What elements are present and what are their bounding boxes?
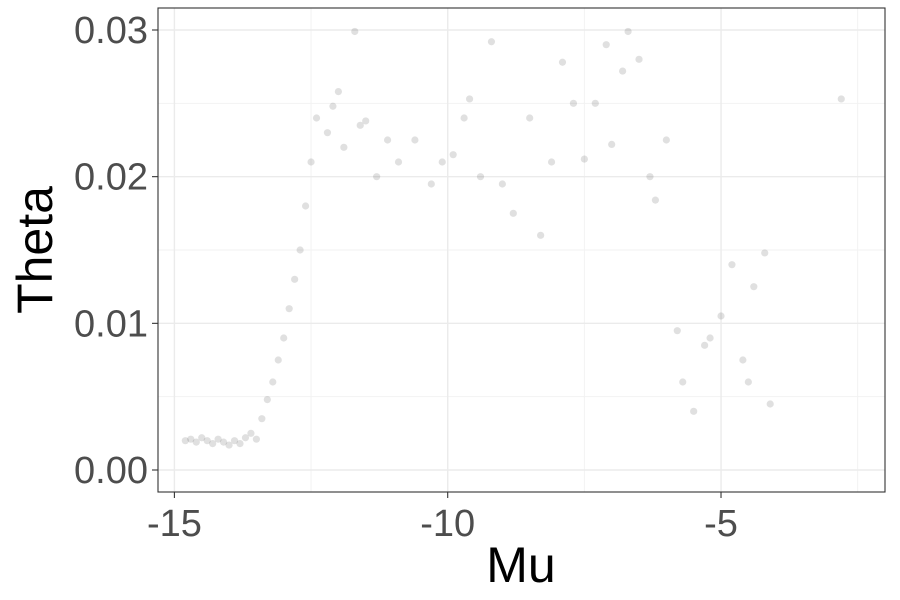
data-point: [236, 440, 244, 448]
data-point: [580, 155, 588, 163]
data-point: [241, 434, 250, 442]
data-point: [646, 173, 654, 181]
data-point: [252, 435, 260, 443]
data-point: [181, 437, 189, 445]
data-point: [230, 437, 239, 445]
data-point: [608, 140, 616, 148]
data-point: [487, 38, 496, 46]
data-point: [263, 396, 271, 404]
data-point: [373, 173, 381, 181]
y-tick-label: 0.01: [74, 303, 148, 345]
data-point: [537, 231, 545, 239]
data-point: [717, 312, 725, 320]
x-tick-label: -15: [147, 503, 202, 545]
data-point: [214, 435, 222, 443]
data-point: [323, 129, 332, 137]
data-point: [334, 88, 342, 96]
data-point: [619, 67, 627, 75]
data-point: [673, 327, 681, 335]
data-point: [427, 180, 435, 188]
ticks-layer: -15 -10 -5 0.00 0.01 0.02 0.03: [74, 10, 738, 545]
data-point: [679, 378, 687, 386]
data-point: [411, 136, 419, 144]
data-point: [591, 99, 599, 107]
data-point: [728, 261, 736, 269]
data-point: [219, 438, 228, 446]
data-point: [498, 180, 506, 188]
data-point: [547, 158, 556, 166]
data-point: [274, 356, 282, 364]
data-point: [602, 41, 610, 49]
data-point: [258, 415, 266, 423]
plot-border: [157, 7, 886, 493]
data-point: [351, 27, 359, 36]
data-point: [198, 434, 206, 442]
data-point: [662, 136, 670, 144]
data-point: [329, 102, 337, 110]
data-point: [187, 435, 195, 443]
y-tick-label: 0.03: [74, 10, 148, 52]
x-tick-label: -10: [420, 503, 475, 545]
data-point: [766, 400, 774, 408]
data-point: [438, 158, 446, 166]
data-point: [203, 437, 211, 445]
data-point: [291, 275, 299, 283]
data-point: [465, 95, 474, 103]
data-point: [701, 341, 709, 349]
data-point: [269, 378, 277, 386]
data-point: [383, 136, 392, 144]
data-point: [509, 209, 517, 217]
grid-layer: [158, 8, 885, 492]
data-point: [761, 249, 769, 257]
data-point: [690, 407, 698, 415]
data-point: [285, 305, 293, 313]
data-point: [569, 99, 578, 107]
data-point: [307, 158, 315, 166]
data-point: [247, 429, 255, 437]
data-point: [476, 173, 485, 181]
data-point: [558, 58, 567, 66]
data-point: [460, 114, 468, 122]
x-tick-label: -5: [704, 503, 738, 545]
data-point: [449, 151, 457, 159]
data-point: [651, 196, 660, 204]
data-point: [356, 121, 364, 129]
y-tick-label: 0.02: [74, 157, 148, 199]
points-layer: [181, 27, 845, 449]
data-point: [340, 143, 348, 151]
data-point: [296, 246, 304, 254]
data-point: [280, 334, 288, 342]
data-point: [301, 202, 310, 210]
data-point: [225, 441, 233, 449]
data-point: [312, 114, 321, 122]
data-point: [624, 27, 632, 36]
data-point: [192, 438, 200, 446]
data-point: [706, 334, 714, 342]
x-axis-title: Mu: [486, 537, 555, 593]
data-point: [526, 114, 534, 122]
data-point: [744, 378, 752, 386]
data-point: [394, 158, 403, 166]
y-tick-label: 0.00: [74, 450, 148, 492]
data-point: [362, 117, 370, 125]
data-point: [209, 440, 217, 448]
data-point: [750, 283, 758, 291]
data-point: [739, 356, 747, 364]
y-axis-title: Theta: [7, 186, 63, 314]
data-point: [635, 55, 643, 63]
data-point: [837, 95, 845, 103]
